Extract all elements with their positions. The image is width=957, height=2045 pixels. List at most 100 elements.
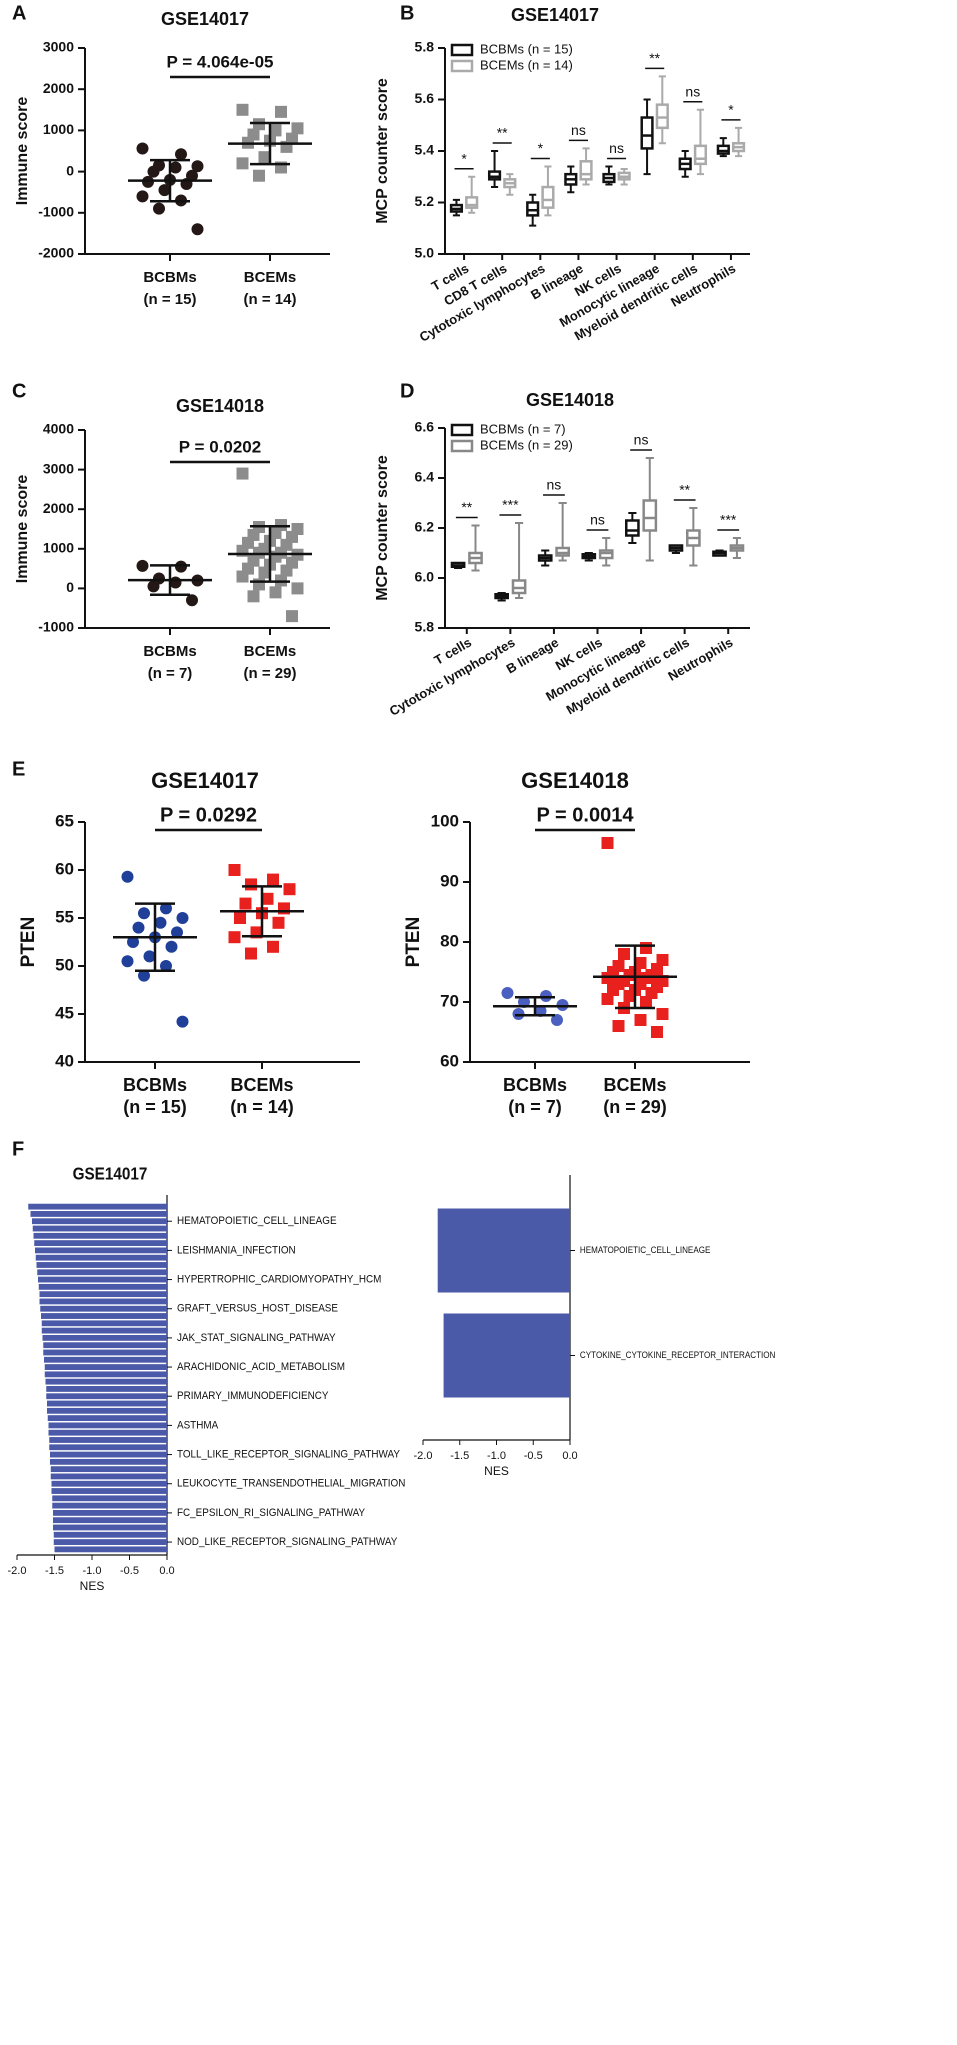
bar-label: HEMATOPOIETIC_CELL_LINEAGE: [580, 1244, 711, 1255]
bar: [46, 1386, 167, 1392]
point: [239, 897, 252, 910]
bar: [49, 1444, 167, 1451]
chart-title: GSE14018: [521, 768, 629, 793]
bar-label: CYTOKINE_CYTOKINE_RECEPTOR_INTERACTION: [580, 1349, 775, 1360]
y-tick-label: 60: [440, 1051, 459, 1070]
bar: [43, 1342, 167, 1349]
x-tick-label: BCBMs: [143, 269, 196, 286]
x-tick-label: -2.0: [8, 1565, 27, 1577]
bar: [46, 1393, 167, 1400]
chart-title: GSE14018: [176, 396, 264, 416]
point: [147, 165, 160, 178]
point: [228, 864, 241, 876]
bar-label: LEISHMANIA_INFECTION: [177, 1245, 296, 1257]
bar: [50, 1458, 167, 1465]
point: [267, 873, 279, 886]
sig-label: **: [497, 125, 508, 141]
point: [236, 467, 249, 480]
box: [625, 519, 640, 537]
point: [121, 955, 134, 968]
bar: [49, 1437, 167, 1443]
sig-label: ns: [634, 432, 649, 448]
p-value: P = 0.0014: [537, 804, 635, 826]
y-tick-label: 5.2: [415, 193, 435, 209]
legend-swatch: [450, 423, 474, 437]
y-tick-label: 5.0: [415, 245, 435, 261]
point: [640, 942, 652, 954]
bar-label: HEMATOPOIETIC_CELL_LINEAGE: [177, 1216, 337, 1228]
x-tick-label: -1.5: [45, 1565, 64, 1577]
point: [176, 1015, 189, 1028]
y-tick-label: -1000: [38, 204, 74, 220]
y-tick-label: 1000: [43, 121, 74, 137]
point: [618, 948, 630, 960]
whisker: [491, 150, 499, 189]
bar: [44, 1364, 167, 1370]
bar: [44, 1356, 167, 1363]
sd-bar: [135, 902, 175, 973]
bar-label: ARACHIDONIC_ACID_METABOLISM: [177, 1362, 345, 1374]
bar: [41, 1320, 167, 1327]
point: [601, 993, 614, 1005]
point: [253, 578, 265, 591]
point: [269, 124, 282, 137]
point: [234, 912, 246, 924]
bar: [53, 1531, 167, 1538]
box: [526, 201, 540, 217]
point: [154, 916, 167, 929]
bar: [53, 1539, 167, 1545]
y-tick-label: -2000: [38, 245, 74, 261]
bar: [443, 1313, 570, 1398]
point: [651, 1026, 663, 1038]
point: [267, 940, 279, 953]
sig-label: ns: [590, 512, 605, 528]
bar: [39, 1291, 167, 1298]
bar: [38, 1276, 167, 1283]
bar: [30, 1211, 167, 1217]
x-tick-label: -2.0: [414, 1450, 433, 1462]
chart-title: GSE14017: [511, 5, 599, 25]
y-tick-label: -1000: [38, 619, 74, 635]
bar: [36, 1262, 167, 1268]
bar-label: JAK_STAT_SIGNALING_PATHWAY: [177, 1332, 336, 1344]
bar: [38, 1283, 167, 1290]
sd-bar: [242, 885, 282, 938]
x-tick-count: (n = 29): [603, 1097, 667, 1117]
point: [175, 148, 187, 161]
x-tick-count: (n = 15): [123, 1097, 187, 1117]
point: [158, 184, 171, 197]
sig-label: **: [461, 499, 472, 515]
bar-label: NOD_LIKE_RECEPTOR_SIGNALING_PATHWAY: [177, 1537, 397, 1549]
x-tick-label: BCEMs: [603, 1075, 666, 1095]
point: [278, 902, 290, 915]
point: [247, 590, 260, 603]
y-tick-label: 5.8: [415, 39, 435, 55]
y-tick-label: 100: [431, 811, 459, 830]
x-tick-label: 0.0: [562, 1450, 577, 1462]
point: [186, 594, 198, 607]
bar-label: LEUKOCYTE_TRANSENDOTHELIAL_MIGRATION: [177, 1478, 405, 1490]
point: [138, 907, 150, 920]
y-tick-label: 6.2: [415, 519, 435, 535]
bar: [48, 1422, 167, 1429]
y-tick-label: 2000: [43, 500, 74, 516]
point: [228, 931, 241, 944]
bar: [53, 1517, 167, 1524]
bar: [53, 1524, 167, 1531]
y-tick-label: 40: [55, 1051, 74, 1070]
bar-label: TOLL_LIKE_RECEPTOR_SIGNALING_PATHWAY: [177, 1449, 400, 1461]
bar: [47, 1415, 167, 1422]
point: [261, 892, 274, 905]
point: [245, 878, 257, 891]
point: [160, 960, 172, 972]
y-axis-label: MCP counter score: [374, 455, 391, 601]
y-axis-label: PTEN: [403, 917, 424, 968]
point: [138, 969, 150, 982]
point: [601, 837, 614, 849]
y-tick-label: 5.8: [415, 619, 435, 635]
bar: [50, 1451, 167, 1458]
bar: [51, 1480, 167, 1487]
x-axis-label: NES: [484, 1464, 509, 1478]
p-value: P = 4.064e-05: [167, 52, 274, 71]
x-tick-count: (n = 7): [508, 1097, 562, 1117]
